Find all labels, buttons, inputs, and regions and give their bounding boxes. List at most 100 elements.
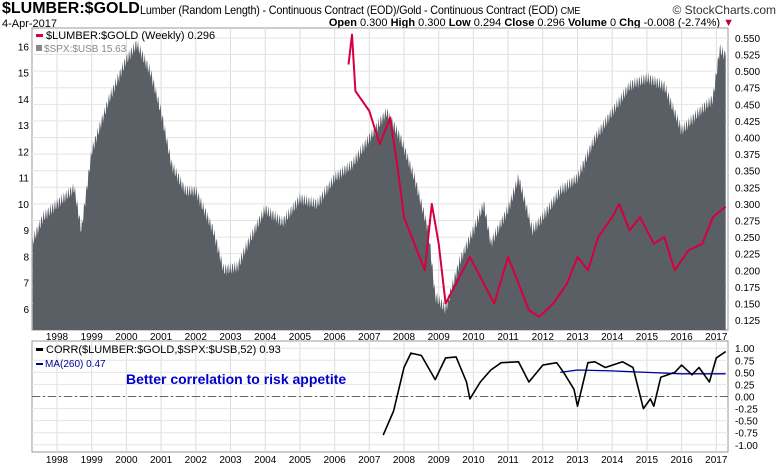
open-value: 0.300 <box>360 17 388 29</box>
ma-line <box>560 369 726 375</box>
chg-value: -0.008 (-2.74%) <box>643 17 721 29</box>
legend-corr: CORR($LUMBER:$GOLD,$SPX:$USB,52) 0.93 <box>46 344 281 356</box>
left-axis-label: 8 <box>23 252 29 263</box>
right-axis-label: 0.375 <box>735 150 760 161</box>
right-axis-label: 0.475 <box>735 84 760 95</box>
x-tick-label: 2016 <box>670 332 693 343</box>
indicator-axis-label: -0.75 <box>735 429 758 440</box>
right-axis-label: 0.425 <box>735 117 760 128</box>
x-tick-label: 2008 <box>393 455 416 465</box>
x-tick-label: 2013 <box>566 455 589 465</box>
low-label: Low <box>448 17 471 29</box>
description: Lumber (Random Length) - Continuous Cont… <box>140 3 580 17</box>
indicator-axis-label: 0.75 <box>735 356 755 367</box>
x-tick-label: 2012 <box>532 332 555 343</box>
x-tick-label: 2002 <box>185 332 208 343</box>
right-axis-label: 0.300 <box>735 200 760 211</box>
brand-logo: © StockCharts.com <box>672 3 776 17</box>
left-axis-label: 6 <box>23 305 29 316</box>
x-tick-label: 2001 <box>150 332 173 343</box>
right-axis-label: 0.450 <box>735 100 760 111</box>
left-axis-label: 9 <box>23 226 29 237</box>
x-tick-label: 2007 <box>358 332 381 343</box>
x-tick-label: 2011 <box>497 455 519 465</box>
x-tick-label: 2006 <box>323 332 346 343</box>
close-label: Close <box>504 17 535 29</box>
x-tick-label: 2016 <box>670 455 693 465</box>
annotation: Better correlation to risk appetite <box>126 371 346 387</box>
right-axis-label: 0.525 <box>735 51 760 62</box>
exchange: CME <box>560 6 581 17</box>
right-axis-label: 0.200 <box>735 266 760 277</box>
indicator-axis-label: -1.00 <box>735 441 758 452</box>
right-axis-label: 0.400 <box>735 134 760 145</box>
volume-value: 0 <box>609 17 617 29</box>
right-axis-label: 0.150 <box>735 299 760 310</box>
x-tick-label: 2005 <box>289 332 312 343</box>
right-axis-label: 0.225 <box>735 250 760 261</box>
x-tick-label: 2015 <box>636 332 659 343</box>
left-axis-label: 16 <box>18 42 30 53</box>
x-tick-label: 2017 <box>705 455 728 465</box>
left-axis-label: 10 <box>18 200 30 211</box>
x-tick-label: 2004 <box>254 332 277 343</box>
x-tick-label: 2003 <box>219 332 242 343</box>
left-axis-label: 7 <box>23 279 29 290</box>
legend-swatch-corr <box>36 348 43 351</box>
volume-label: Volume <box>567 17 607 29</box>
right-axis-label: 0.175 <box>735 283 760 294</box>
chg-label: Chg <box>619 17 641 29</box>
x-tick-label: 2014 <box>601 332 624 343</box>
x-tick-label: 2009 <box>428 455 451 465</box>
left-axis-label: 12 <box>18 147 30 158</box>
high-label: High <box>390 17 416 29</box>
x-tick-label: 2010 <box>462 332 485 343</box>
right-axis-label: 0.500 <box>735 67 760 78</box>
x-tick-label: 2013 <box>566 332 589 343</box>
indicator-axis-label: 1.00 <box>735 344 755 355</box>
x-tick-label: 2011 <box>497 332 519 343</box>
legend-spx: $SPX:$USB 15.63 <box>44 44 127 55</box>
right-axis-label: 0.350 <box>735 167 760 178</box>
legend-lumber: $LUMBER:$GOLD (Weekly) 0.296 <box>46 30 215 42</box>
quote-date: 4-Apr-2017 <box>2 18 58 30</box>
corr-line <box>382 350 727 436</box>
left-axis-label: 14 <box>18 95 30 106</box>
x-tick-label: 2014 <box>601 455 624 465</box>
legend-ma: MA(260) 0.47 <box>45 359 106 370</box>
x-tick-label: 2010 <box>462 455 485 465</box>
spx-usb-area <box>32 40 726 330</box>
right-axis-label: 0.275 <box>735 216 760 227</box>
indicator-axis-label: 0.50 <box>735 368 755 379</box>
x-tick-label: 2009 <box>428 332 451 343</box>
x-tick-label: 2012 <box>532 455 555 465</box>
right-axis-label: 0.325 <box>735 183 760 194</box>
low-value: 0.294 <box>473 17 502 29</box>
legend-swatch-ma <box>36 363 43 365</box>
x-tick-label: 2007 <box>358 455 381 465</box>
lumber-gold-line <box>347 33 727 318</box>
symbol-title: $LUMBER:$GOLD <box>2 0 140 17</box>
open-label: Open <box>328 17 357 29</box>
left-axis-label: 15 <box>18 69 30 80</box>
right-axis-label: 0.250 <box>735 233 760 244</box>
indicator-axis-label: 0.00 <box>735 393 755 404</box>
close-value: 0.296 <box>537 17 565 29</box>
left-axis-label: 13 <box>18 121 30 132</box>
x-tick-label: 2001 <box>150 455 173 465</box>
indicator-axis-label: 0.25 <box>735 380 755 391</box>
x-tick-label: 2017 <box>705 332 728 343</box>
x-tick-label: 1998 <box>46 332 69 343</box>
right-axis-label: 0.125 <box>735 316 760 327</box>
x-tick-label: 2015 <box>636 455 659 465</box>
x-tick-label: 1999 <box>81 332 104 343</box>
quote-bar: Open 0.300 High 0.300 Low 0.294 Close 0.… <box>329 17 734 29</box>
x-tick-label: 2002 <box>185 455 208 465</box>
high-value: 0.300 <box>418 17 446 29</box>
x-tick-label: 2000 <box>115 455 138 465</box>
x-tick-label: 2000 <box>115 332 138 343</box>
x-tick-label: 2008 <box>393 332 416 343</box>
legend-swatch-lumber <box>36 34 43 37</box>
x-tick-label: 2004 <box>254 455 277 465</box>
